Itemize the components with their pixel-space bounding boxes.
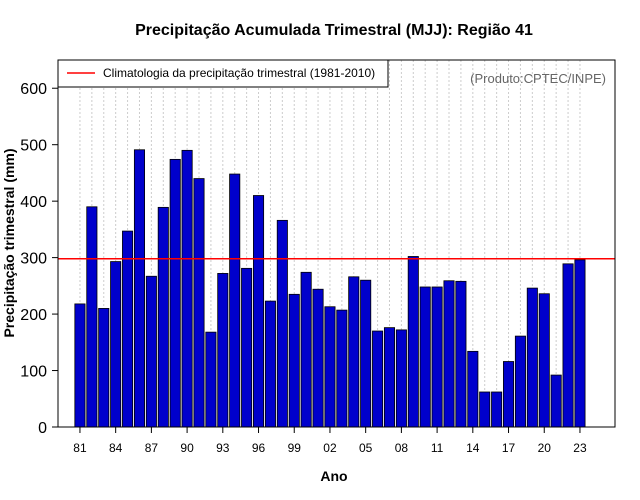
y-tick-label: 600 <box>20 81 47 98</box>
bar-2007 <box>383 327 395 428</box>
x-tick-label: 20 <box>538 441 552 455</box>
y-tick-label: 100 <box>20 364 47 381</box>
legend-label: Climatologia da precipitação trimestral … <box>103 66 375 80</box>
bar-1982 <box>86 206 98 428</box>
bar-2013 <box>455 280 467 428</box>
bar-1998 <box>276 219 288 428</box>
bar-1993 <box>217 273 229 428</box>
bar-2021 <box>550 374 562 428</box>
bar-2003 <box>336 309 348 428</box>
x-tick-label: 02 <box>323 441 337 455</box>
bar-2012 <box>443 280 455 428</box>
x-tick-label: 08 <box>395 441 409 455</box>
bar-1981 <box>74 303 86 428</box>
bar-2008 <box>395 329 407 428</box>
bar-1987 <box>145 275 157 428</box>
bar-1989 <box>169 158 181 428</box>
bar-2022 <box>562 263 574 428</box>
bar-2000 <box>300 271 312 428</box>
x-tick-label: 84 <box>109 441 123 455</box>
x-tick-label: 96 <box>252 441 266 455</box>
bar-1990 <box>181 149 193 428</box>
bar-1991 <box>193 178 205 428</box>
bar-2010 <box>419 286 431 428</box>
bar-1997 <box>264 300 276 428</box>
x-tick-label: 23 <box>573 441 587 455</box>
y-tick-label: 500 <box>20 138 47 155</box>
bar-2018 <box>514 335 526 428</box>
bar-1985 <box>122 230 134 428</box>
x-tick-label: 11 <box>431 441 444 455</box>
product-credit: (Produto:CPTEC/INPE) <box>470 71 606 86</box>
x-tick-label: 93 <box>216 441 230 455</box>
chart-title: Precipitação Acumulada Trimestral (MJJ):… <box>135 22 533 39</box>
bar-2009 <box>407 256 419 428</box>
bar-2017 <box>503 361 515 428</box>
bar-1994 <box>229 173 241 428</box>
x-tick-label: 99 <box>288 441 302 455</box>
x-tick-label: 87 <box>145 441 159 455</box>
bar-2015 <box>479 391 491 428</box>
bar-1983 <box>98 308 110 428</box>
x-axis-title: Ano <box>320 468 347 484</box>
bar-2011 <box>431 286 443 428</box>
x-tick-label: 81 <box>73 441 87 455</box>
legend-box <box>57 59 389 88</box>
x-tick-label: 05 <box>359 441 373 455</box>
bar-1986 <box>133 149 146 428</box>
bar-2020 <box>538 293 550 428</box>
y-tick-label: 400 <box>20 194 47 211</box>
bar-2002 <box>324 306 336 428</box>
bars <box>74 149 586 428</box>
bar-1995 <box>241 267 253 428</box>
bar-1996 <box>253 195 265 428</box>
bar-2019 <box>526 287 538 428</box>
bar-2014 <box>467 350 479 428</box>
x-axis: 81 84 87 90 93 96 99 02 05 08 11 14 17 20 23 <box>73 427 587 455</box>
x-tick-label: 17 <box>502 441 516 455</box>
y-tick-label: 200 <box>20 307 47 324</box>
legend: Climatologia da precipitação trimestral … <box>57 59 389 88</box>
bar-1999 <box>288 293 300 428</box>
y-tick-label: 0 <box>38 420 47 437</box>
bar-2016 <box>491 391 503 428</box>
bar-1988 <box>157 206 169 428</box>
bar-2004 <box>348 276 360 428</box>
y-axis: 0 100 200 300 400 500 600 <box>20 81 58 437</box>
x-tick-label: 90 <box>180 441 194 455</box>
bar-2006 <box>372 330 384 428</box>
x-tick-label: 14 <box>466 441 480 455</box>
bar-2005 <box>360 279 372 428</box>
bar-2001 <box>312 288 324 428</box>
y-tick-label: 300 <box>20 251 47 268</box>
bar-2023 <box>574 259 586 428</box>
y-axis-title: Precipitação trimestral (mm) <box>1 148 17 337</box>
bar-1984 <box>110 261 122 428</box>
bar-1992 <box>205 331 217 428</box>
